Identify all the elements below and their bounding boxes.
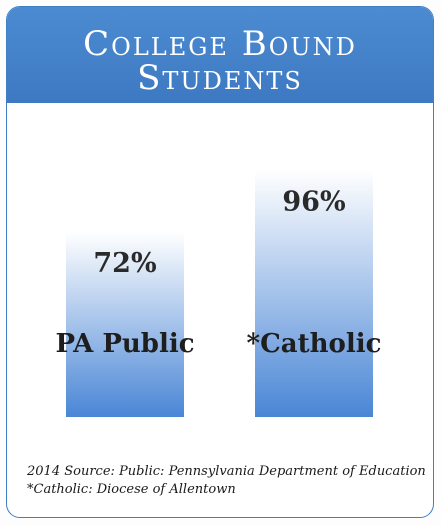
bar-chart: 72% 96% bbox=[7, 103, 434, 423]
title-line-1: College Bound bbox=[7, 27, 433, 61]
title-banner: College Bound Students bbox=[7, 7, 433, 103]
title-line-2: Students bbox=[7, 61, 433, 95]
category-label-catholic: *Catholic bbox=[229, 329, 399, 359]
value-label: 72% bbox=[93, 248, 156, 279]
source-line-2: *Catholic: Diocese of Allentown bbox=[27, 481, 427, 498]
value-label: 96% bbox=[282, 186, 345, 217]
category-label-pa-public: PA Public bbox=[40, 329, 210, 359]
source-line-1: 2014 Source: Public: Pennsylvania Depart… bbox=[27, 463, 427, 480]
infographic-card: College Bound Students 72% 96% PA Public … bbox=[6, 6, 434, 518]
